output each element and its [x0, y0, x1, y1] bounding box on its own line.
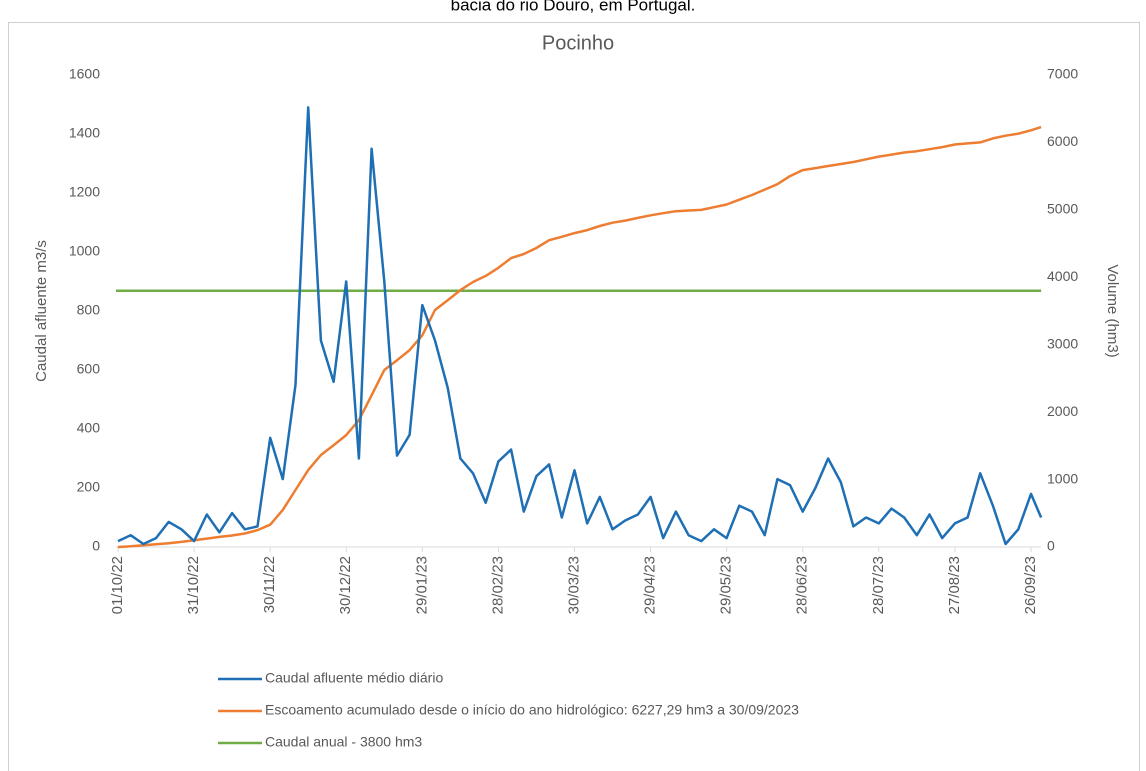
y-tick-label: 1400	[69, 125, 100, 141]
y2-tick-label: 1000	[1047, 470, 1078, 486]
header-text: bacia do rio Douro, em Portugal.	[451, 0, 696, 14]
x-tick-label: 01/10/22	[109, 556, 126, 614]
x-tick-label: 29/05/23	[718, 556, 735, 614]
y2-tick-label: 3000	[1047, 335, 1078, 351]
legend-label: Escoamento acumulado desde o início do a…	[265, 702, 799, 718]
x-tick-label: 28/06/23	[794, 556, 811, 614]
y-tick-label: 200	[77, 479, 101, 495]
chart-frame	[8, 22, 1140, 771]
x-tick-label: 30/11/22	[261, 556, 278, 613]
y2-tick-label: 2000	[1047, 403, 1078, 419]
y2-tick-label: 0	[1047, 538, 1055, 554]
y-tick-label: 0	[92, 538, 100, 554]
y2-tick-label: 7000	[1047, 66, 1078, 82]
y-tick-label: 400	[77, 420, 101, 436]
y-tick-label: 1200	[69, 184, 100, 200]
y2-tick-label: 6000	[1047, 133, 1078, 149]
y2-tick-label: 5000	[1047, 201, 1078, 217]
x-tick-label: 28/02/23	[489, 556, 506, 614]
y-tick-label: 800	[77, 302, 101, 318]
x-tick-label: 29/01/23	[413, 556, 430, 614]
y-axis-label: Caudal afluente m3/s	[33, 240, 50, 382]
x-tick-label: 30/03/23	[565, 556, 582, 614]
x-tick-label: 30/12/22	[337, 556, 354, 614]
chart-title: Pocinho	[542, 32, 614, 54]
series-line	[117, 125, 1042, 549]
y-tick-label: 600	[77, 361, 101, 377]
legend-label: Caudal anual - 3800 hm3	[265, 734, 422, 750]
y-tick-label: 1000	[69, 243, 100, 259]
legend-label: Caudal afluente médio diário	[265, 670, 443, 686]
x-tick-label: 26/09/23	[1022, 556, 1039, 614]
x-tick-label: 31/10/22	[185, 556, 202, 614]
series-line	[117, 106, 1043, 546]
y2-tick-label: 4000	[1047, 268, 1078, 284]
x-tick-label: 27/08/23	[946, 556, 963, 614]
y2-axis-label: Volume (hm3)	[1104, 264, 1121, 357]
x-tick-label: 28/07/23	[870, 556, 887, 614]
y-tick-label: 1600	[69, 66, 100, 82]
x-tick-label: 29/04/23	[642, 556, 659, 614]
